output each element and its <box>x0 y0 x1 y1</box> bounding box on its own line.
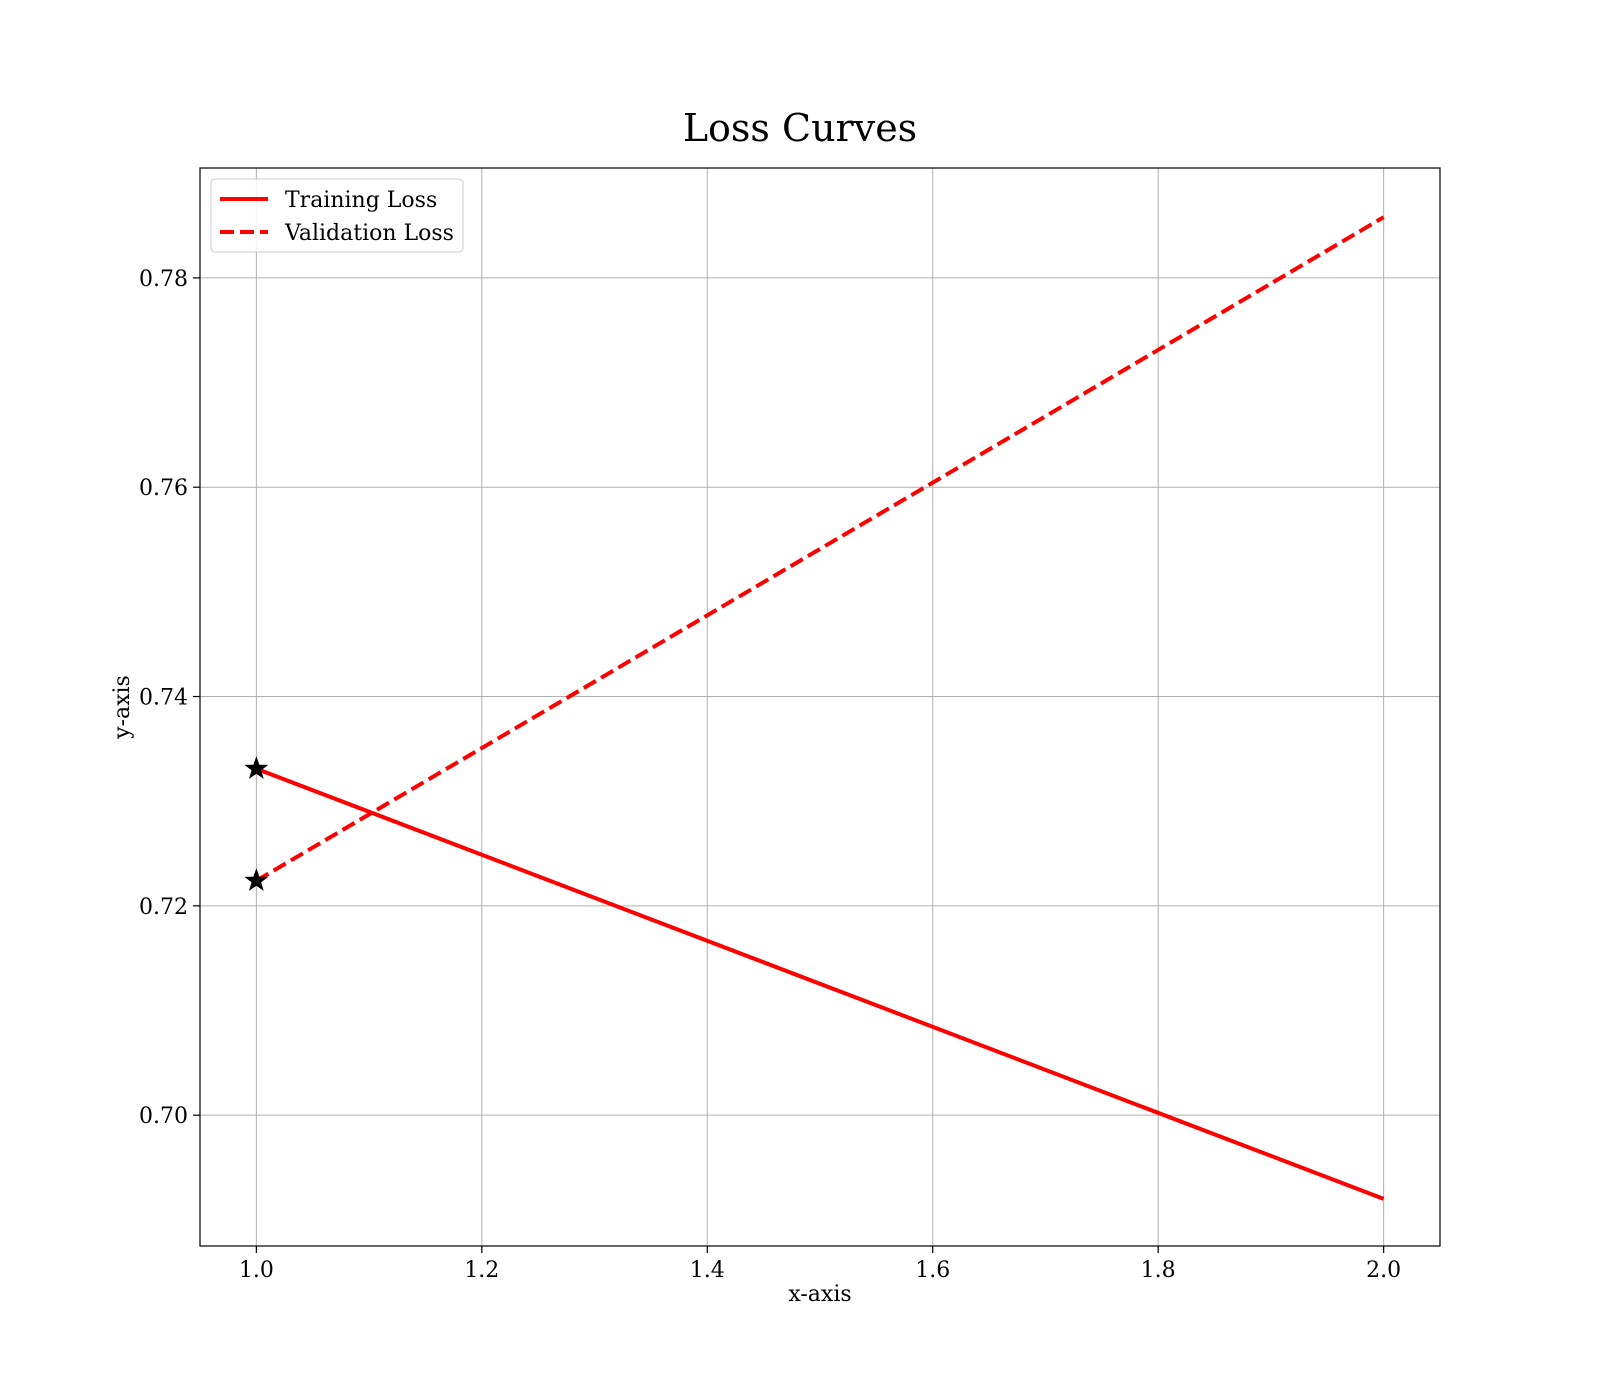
grid-lines <box>200 168 1440 1246</box>
y-axis-label: y-axis <box>110 675 135 740</box>
validation-loss-star-marker <box>244 868 269 891</box>
series-markers <box>244 756 269 891</box>
plot-series <box>255 215 1385 1201</box>
x-tick-label: 2.0 <box>1366 1258 1401 1283</box>
x-tick-label: 1.0 <box>239 1258 274 1283</box>
y-tick-label: 0.70 <box>139 1104 188 1129</box>
x-tick-label: 1.8 <box>1141 1258 1176 1283</box>
x-tick-label: 1.2 <box>464 1258 499 1283</box>
y-tick-label: 0.76 <box>139 476 188 501</box>
legend: Training Loss Validation Loss <box>210 178 464 253</box>
x-tick-label: 1.6 <box>915 1258 950 1283</box>
chart-title: Loss Curves <box>683 106 917 150</box>
plot-area-frame <box>199 167 1441 1247</box>
legend-entries: Training Loss Validation Loss <box>220 188 454 246</box>
validation-loss-legend-label: Validation Loss <box>284 221 454 246</box>
training-loss-line <box>255 766 1385 1201</box>
x-axis-label: x-axis <box>788 1282 851 1307</box>
y-tick-label: 0.78 <box>139 267 188 292</box>
legend-box <box>210 178 464 253</box>
y-tick-label: 0.74 <box>139 686 188 711</box>
y-tick-label: 0.72 <box>139 895 188 920</box>
x-tick-label: 1.4 <box>690 1258 725 1283</box>
y-axis-ticks: 0.70 0.72 0.74 0.76 0.78 <box>139 267 200 1129</box>
training-loss-legend-label: Training Loss <box>285 188 437 213</box>
training-loss-star-marker <box>244 756 269 779</box>
x-axis-ticks: 1.0 1.2 1.4 1.6 1.8 2.0 <box>239 1246 1401 1283</box>
validation-loss-line <box>255 215 1385 883</box>
